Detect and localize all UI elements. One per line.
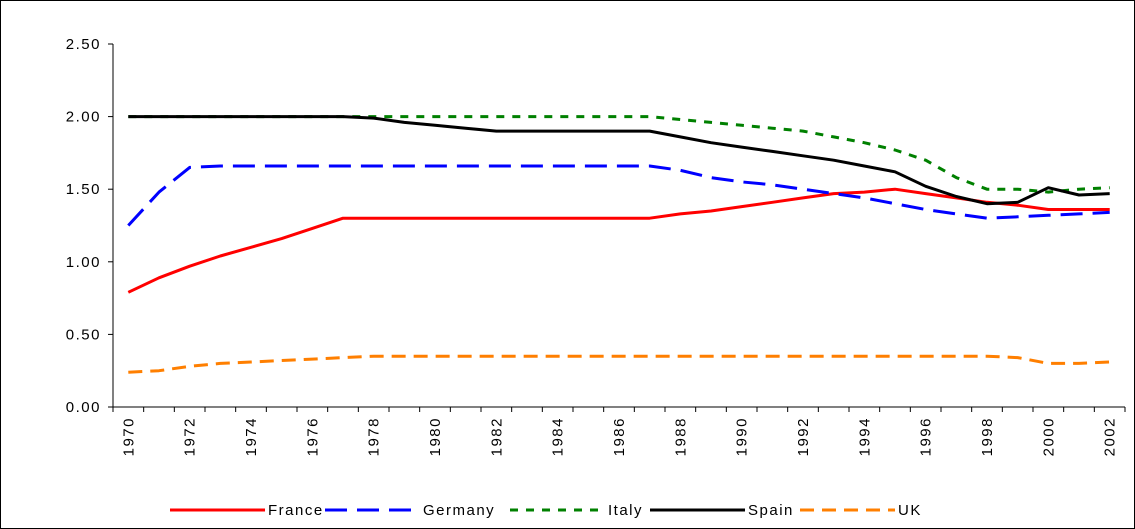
x-tick-label: 1970 — [120, 417, 137, 456]
series-line — [127, 164, 1110, 227]
x-tick-label: 1984 — [550, 417, 567, 456]
y-tick-label: 0.00 — [66, 399, 101, 416]
y-tick-label: 2.50 — [66, 36, 101, 53]
legend-label: Germany — [423, 502, 495, 519]
x-tick-label: 1982 — [488, 417, 505, 456]
x-tick-label: 1994 — [856, 417, 873, 456]
y-tick-label: 1.50 — [66, 181, 101, 198]
legend-label: Spain — [748, 502, 794, 519]
x-tick-label: 1998 — [979, 417, 996, 456]
x-tick-label: 1974 — [243, 417, 260, 456]
legend-label: UK — [898, 502, 922, 519]
legend-label: France — [268, 502, 324, 519]
x-tick-label: 1986 — [611, 417, 628, 456]
x-tick-label: 1976 — [304, 417, 321, 456]
x-tick-label: 1992 — [795, 417, 812, 456]
series-line — [128, 354, 1110, 374]
x-tick-label: 1988 — [672, 417, 689, 456]
x-tick-label: 1972 — [182, 417, 199, 456]
series-line — [127, 187, 1110, 294]
x-tick-label: 1996 — [918, 417, 935, 456]
x-tick-label: 1980 — [427, 417, 444, 456]
series-line — [128, 115, 1110, 206]
x-tick-label: 1990 — [734, 417, 751, 456]
y-tick-label: 2.00 — [66, 109, 101, 126]
legend-label: Italy — [608, 502, 643, 519]
y-tick-label: 0.50 — [66, 326, 101, 343]
y-tick-label: 1.00 — [66, 254, 101, 271]
x-tick-label: 2002 — [1102, 417, 1119, 456]
x-tick-label: 1978 — [366, 417, 383, 456]
x-tick-label: 2000 — [1040, 417, 1057, 456]
